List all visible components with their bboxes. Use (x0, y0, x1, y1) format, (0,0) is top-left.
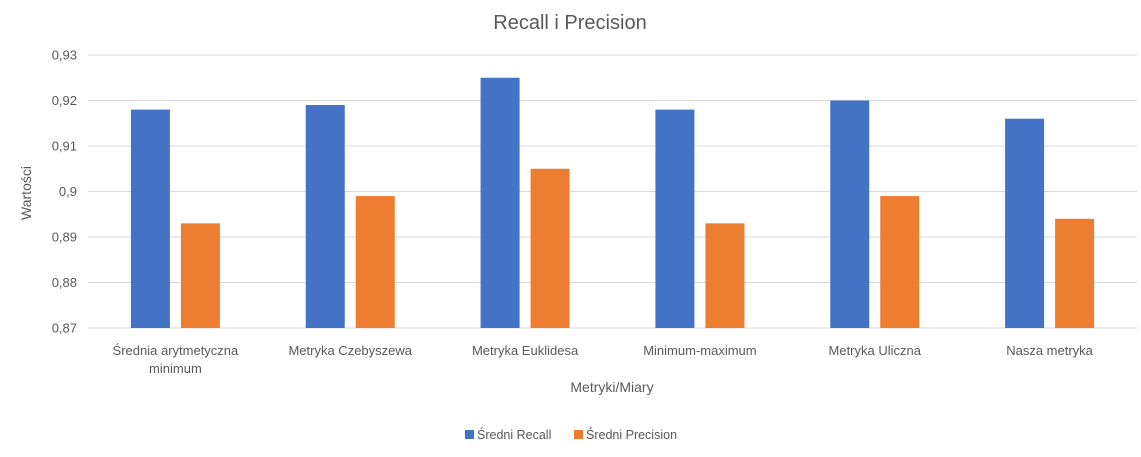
bar-recall (1005, 118, 1045, 328)
y-tick-label: 0,93 (52, 48, 77, 63)
bar-recall (305, 105, 345, 328)
chart-title: Recall i Precision (493, 12, 646, 34)
x-tick-label: Średnia arytmetyczna (113, 343, 239, 358)
bar-precision (180, 223, 220, 328)
y-tick-label: 0,88 (52, 275, 77, 290)
legend-swatch (465, 430, 474, 439)
y-axis-label: Wartości (18, 166, 34, 220)
x-tick-label: Metryka Euklidesa (472, 343, 579, 358)
bar-recall (130, 109, 170, 328)
bar-recall (830, 100, 870, 328)
y-tick-label: 0,9 (59, 184, 77, 199)
bar-recall (480, 77, 520, 328)
y-tick-label: 0,89 (52, 230, 77, 245)
bar-precision (880, 196, 920, 328)
y-tick-label: 0,91 (52, 139, 77, 154)
bar-recall (655, 109, 695, 328)
y-tick-label: 0,87 (52, 321, 77, 336)
legend-label: Średni Precision (586, 427, 677, 442)
x-tick-label: Nasza metryka (1006, 343, 1093, 358)
bar-precision (1055, 218, 1095, 328)
bar-precision (355, 196, 395, 328)
x-axis-ticks: Średnia arytmetyczna minimum Metryka Czeby… (113, 343, 1094, 376)
x-tick-label: Metryka Czebyszewa (288, 343, 412, 358)
x-tick-label: Metryka Uliczna (829, 343, 922, 358)
x-tick-label: minimum (149, 361, 202, 376)
bar-precision (530, 168, 570, 328)
bars (130, 77, 1095, 328)
gridlines (88, 54, 1137, 329)
y-axis-ticks: 0,87 0,88 0,89 0,9 0,91 0,92 0,93 (52, 48, 77, 336)
legend: Średni Recall Średni Precision (465, 427, 677, 442)
x-tick-label: Minimum-maximum (643, 343, 756, 358)
bar-precision (705, 223, 745, 328)
legend-swatch (574, 430, 583, 439)
x-axis-label: Metryki/Miary (570, 379, 653, 395)
y-tick-label: 0,92 (52, 93, 77, 108)
legend-label: Średni Recall (477, 427, 551, 442)
